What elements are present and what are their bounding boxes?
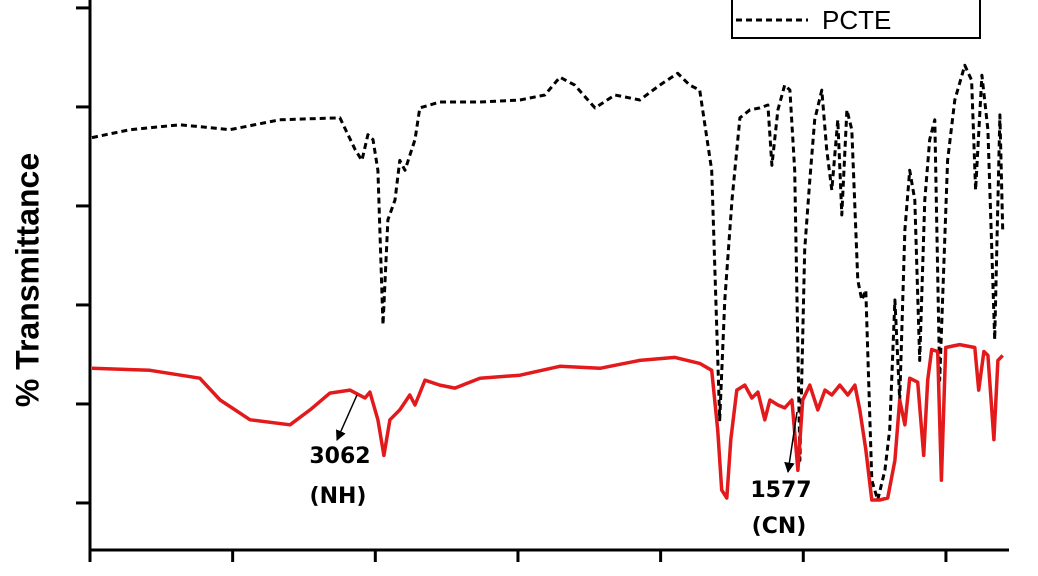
annotation-label: 1577 [750,478,811,503]
annotation-arrow [784,411,798,474]
x-tick-label: 1500 [772,571,834,576]
legend-box [731,0,981,39]
spectrum-line [91,342,1004,502]
x-tick-label: 2500 [487,571,549,576]
legend-label: PCTE [822,5,891,35]
spectrum-line [91,63,1005,502]
x-tick-label: 3000 [344,571,406,576]
x-tick-label: 3500 [202,571,264,576]
x-tick-label: 2000 [629,571,691,576]
annotation-arrow [336,394,358,441]
x-tick-label: 1000 [915,571,977,576]
x-tick-label: 4000 [59,571,121,576]
annotation-group: (CN) [752,514,807,539]
annotation-label: 3062 [309,444,370,469]
annotation-group: (NH) [310,484,367,509]
y-axis-label: % Transmittance [9,153,45,407]
